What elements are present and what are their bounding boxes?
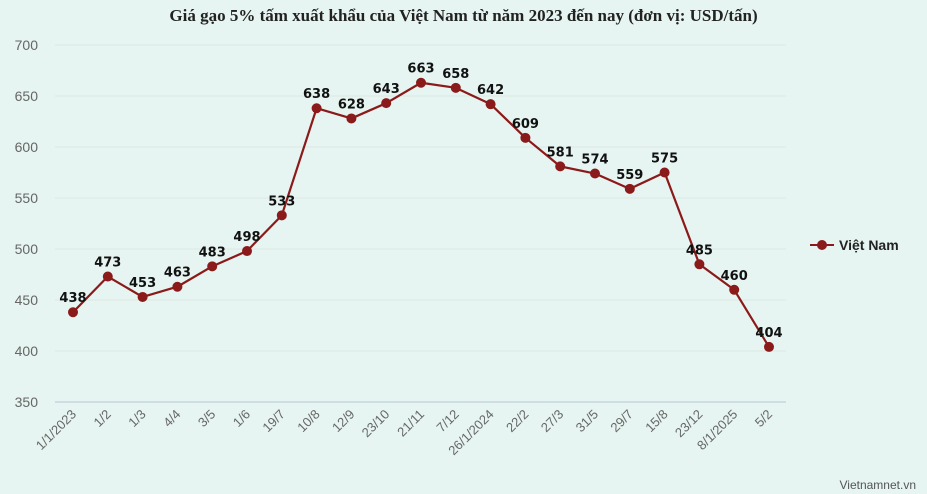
data-point[interactable] [450, 82, 461, 93]
data-label: 643 [373, 82, 400, 97]
data-label: 533 [268, 194, 295, 209]
y-tick-label: 500 [15, 241, 39, 257]
data-label: 559 [616, 168, 643, 183]
x-tick-label: 1/6 [230, 407, 253, 430]
legend-marker [817, 240, 827, 250]
data-label: 642 [477, 83, 504, 98]
series-line [72, 81, 770, 348]
data-label: 638 [303, 87, 330, 102]
data-point[interactable] [68, 307, 78, 318]
data-point[interactable] [242, 246, 252, 257]
data-point[interactable] [416, 77, 426, 88]
x-tick-label: 31/5 [573, 407, 602, 436]
data-point[interactable] [694, 259, 705, 270]
x-tick-label: 19/7 [259, 407, 288, 436]
x-tick-label: 27/3 [538, 407, 567, 436]
x-tick-label: 1/2 [91, 407, 114, 430]
data-point[interactable] [764, 341, 774, 352]
data-label: 628 [338, 97, 365, 112]
y-tick-label: 600 [15, 139, 39, 155]
x-tick-label: 3/5 [195, 407, 218, 430]
x-tick-label: 5/2 [752, 407, 775, 430]
y-tick-label: 400 [15, 343, 39, 359]
data-point[interactable] [659, 167, 670, 178]
data-label: 483 [199, 245, 226, 260]
x-tick-label: 23/10 [359, 407, 393, 441]
data-point[interactable] [207, 261, 218, 272]
x-tick-label: 12/9 [329, 407, 358, 436]
y-tick-label: 700 [15, 37, 39, 53]
data-point[interactable] [729, 284, 740, 295]
grid-lines [55, 44, 786, 403]
series-viet-nam: 438 473 453 463 483 498 533 638 628 643 663 658 642 6… [59, 62, 783, 352]
data-label: 574 [581, 153, 608, 168]
x-tick-label: 15/8 [642, 407, 671, 436]
y-tick-label: 550 [15, 190, 39, 206]
data-label: 609 [512, 117, 539, 132]
data-point[interactable] [590, 168, 600, 179]
x-tick-label: 1/3 [125, 407, 148, 430]
data-point[interactable] [311, 103, 322, 114]
x-tick-label: 1/1/2023 [33, 407, 79, 453]
data-label: 658 [442, 67, 469, 82]
data-point[interactable] [555, 161, 566, 172]
data-label: 460 [721, 269, 748, 284]
x-tick-label: 4/4 [160, 407, 183, 430]
data-point[interactable] [346, 113, 357, 124]
y-tick-label: 650 [15, 88, 39, 104]
data-point[interactable] [624, 183, 635, 194]
data-label: 498 [233, 230, 260, 245]
data-point[interactable] [102, 271, 113, 282]
x-tick-label: 22/2 [503, 407, 532, 436]
data-label: 663 [407, 62, 434, 77]
source-credit: Vietnamnet.vn [840, 478, 917, 492]
y-axis-ticks: 350 400 450 500 550 600 650 700 [15, 37, 39, 410]
x-tick-label: 10/8 [294, 407, 323, 436]
data-point[interactable] [276, 210, 287, 221]
data-point[interactable] [137, 291, 148, 302]
data-label: 463 [164, 266, 191, 281]
data-label: 581 [547, 145, 574, 160]
x-axis-ticks: 1/1/2023 1/2 1/3 4/4 3/5 1/6 19/7 10/8 12/9 23/10… [33, 407, 775, 459]
y-tick-label: 450 [15, 292, 39, 308]
chart-title: Giá gạo 5% tấm xuất khẩu của Việt Nam từ… [169, 6, 758, 25]
data-label: 485 [686, 243, 713, 258]
data-point[interactable] [520, 132, 531, 143]
legend[interactable]: Việt Nam [810, 237, 899, 253]
y-tick-label: 350 [15, 394, 39, 410]
x-tick-label: 29/7 [607, 407, 636, 436]
x-tick-label: 21/11 [394, 407, 427, 440]
data-label: 404 [755, 326, 782, 341]
legend-label: Việt Nam [839, 237, 899, 253]
data-point[interactable] [381, 98, 392, 109]
data-label: 575 [651, 152, 678, 167]
data-label: 473 [94, 256, 121, 271]
data-point[interactable] [172, 281, 183, 292]
data-point[interactable] [485, 99, 496, 110]
data-label: 438 [59, 291, 86, 306]
data-label: 453 [129, 276, 156, 291]
x-tick-label: 7/12 [433, 407, 462, 436]
